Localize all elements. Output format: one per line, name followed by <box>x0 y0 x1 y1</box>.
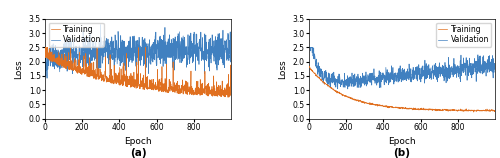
Validation <box>325 80 331 82</box>
Validation <box>388 71 394 73</box>
Validation <box>228 40 234 42</box>
Training <box>454 110 460 112</box>
Training <box>325 84 331 86</box>
Validation <box>434 79 440 80</box>
Training <box>170 90 175 92</box>
Validation <box>190 60 196 62</box>
Training <box>434 109 440 111</box>
Validation <box>344 88 350 90</box>
Validation <box>187 57 193 59</box>
Text: (a): (a) <box>130 148 146 158</box>
Text: (b): (b) <box>394 148 410 158</box>
Training <box>451 109 457 111</box>
Training <box>61 63 67 65</box>
Line: Validation: Validation <box>309 47 495 89</box>
Line: Training: Training <box>45 47 231 97</box>
Training <box>42 46 48 48</box>
Validation <box>306 46 312 48</box>
Training <box>228 93 234 95</box>
Validation <box>170 62 176 64</box>
Training <box>382 105 388 107</box>
Training <box>492 110 498 112</box>
Validation <box>42 66 48 67</box>
Line: Training: Training <box>309 66 495 112</box>
Validation <box>451 67 457 68</box>
Line: Validation: Validation <box>45 25 231 78</box>
Legend: Training, Validation: Training, Validation <box>436 23 491 46</box>
Training <box>306 65 312 67</box>
Validation <box>382 84 388 86</box>
Training <box>470 111 476 113</box>
Training <box>225 96 231 98</box>
X-axis label: Epoch: Epoch <box>124 137 152 146</box>
Y-axis label: Loss: Loss <box>14 59 23 79</box>
X-axis label: Epoch: Epoch <box>388 137 416 146</box>
Validation <box>61 44 67 46</box>
Training <box>124 86 130 88</box>
Validation <box>492 68 498 70</box>
Legend: Training, Validation: Training, Validation <box>49 23 104 46</box>
Validation <box>454 69 460 71</box>
Training <box>42 55 48 57</box>
Y-axis label: Loss: Loss <box>278 59 287 79</box>
Training <box>190 94 196 96</box>
Training <box>118 81 124 83</box>
Validation <box>118 53 124 55</box>
Validation <box>98 24 103 26</box>
Training <box>388 106 394 108</box>
Training <box>306 66 312 68</box>
Training <box>187 93 193 95</box>
Validation <box>44 77 50 79</box>
Validation <box>124 57 130 59</box>
